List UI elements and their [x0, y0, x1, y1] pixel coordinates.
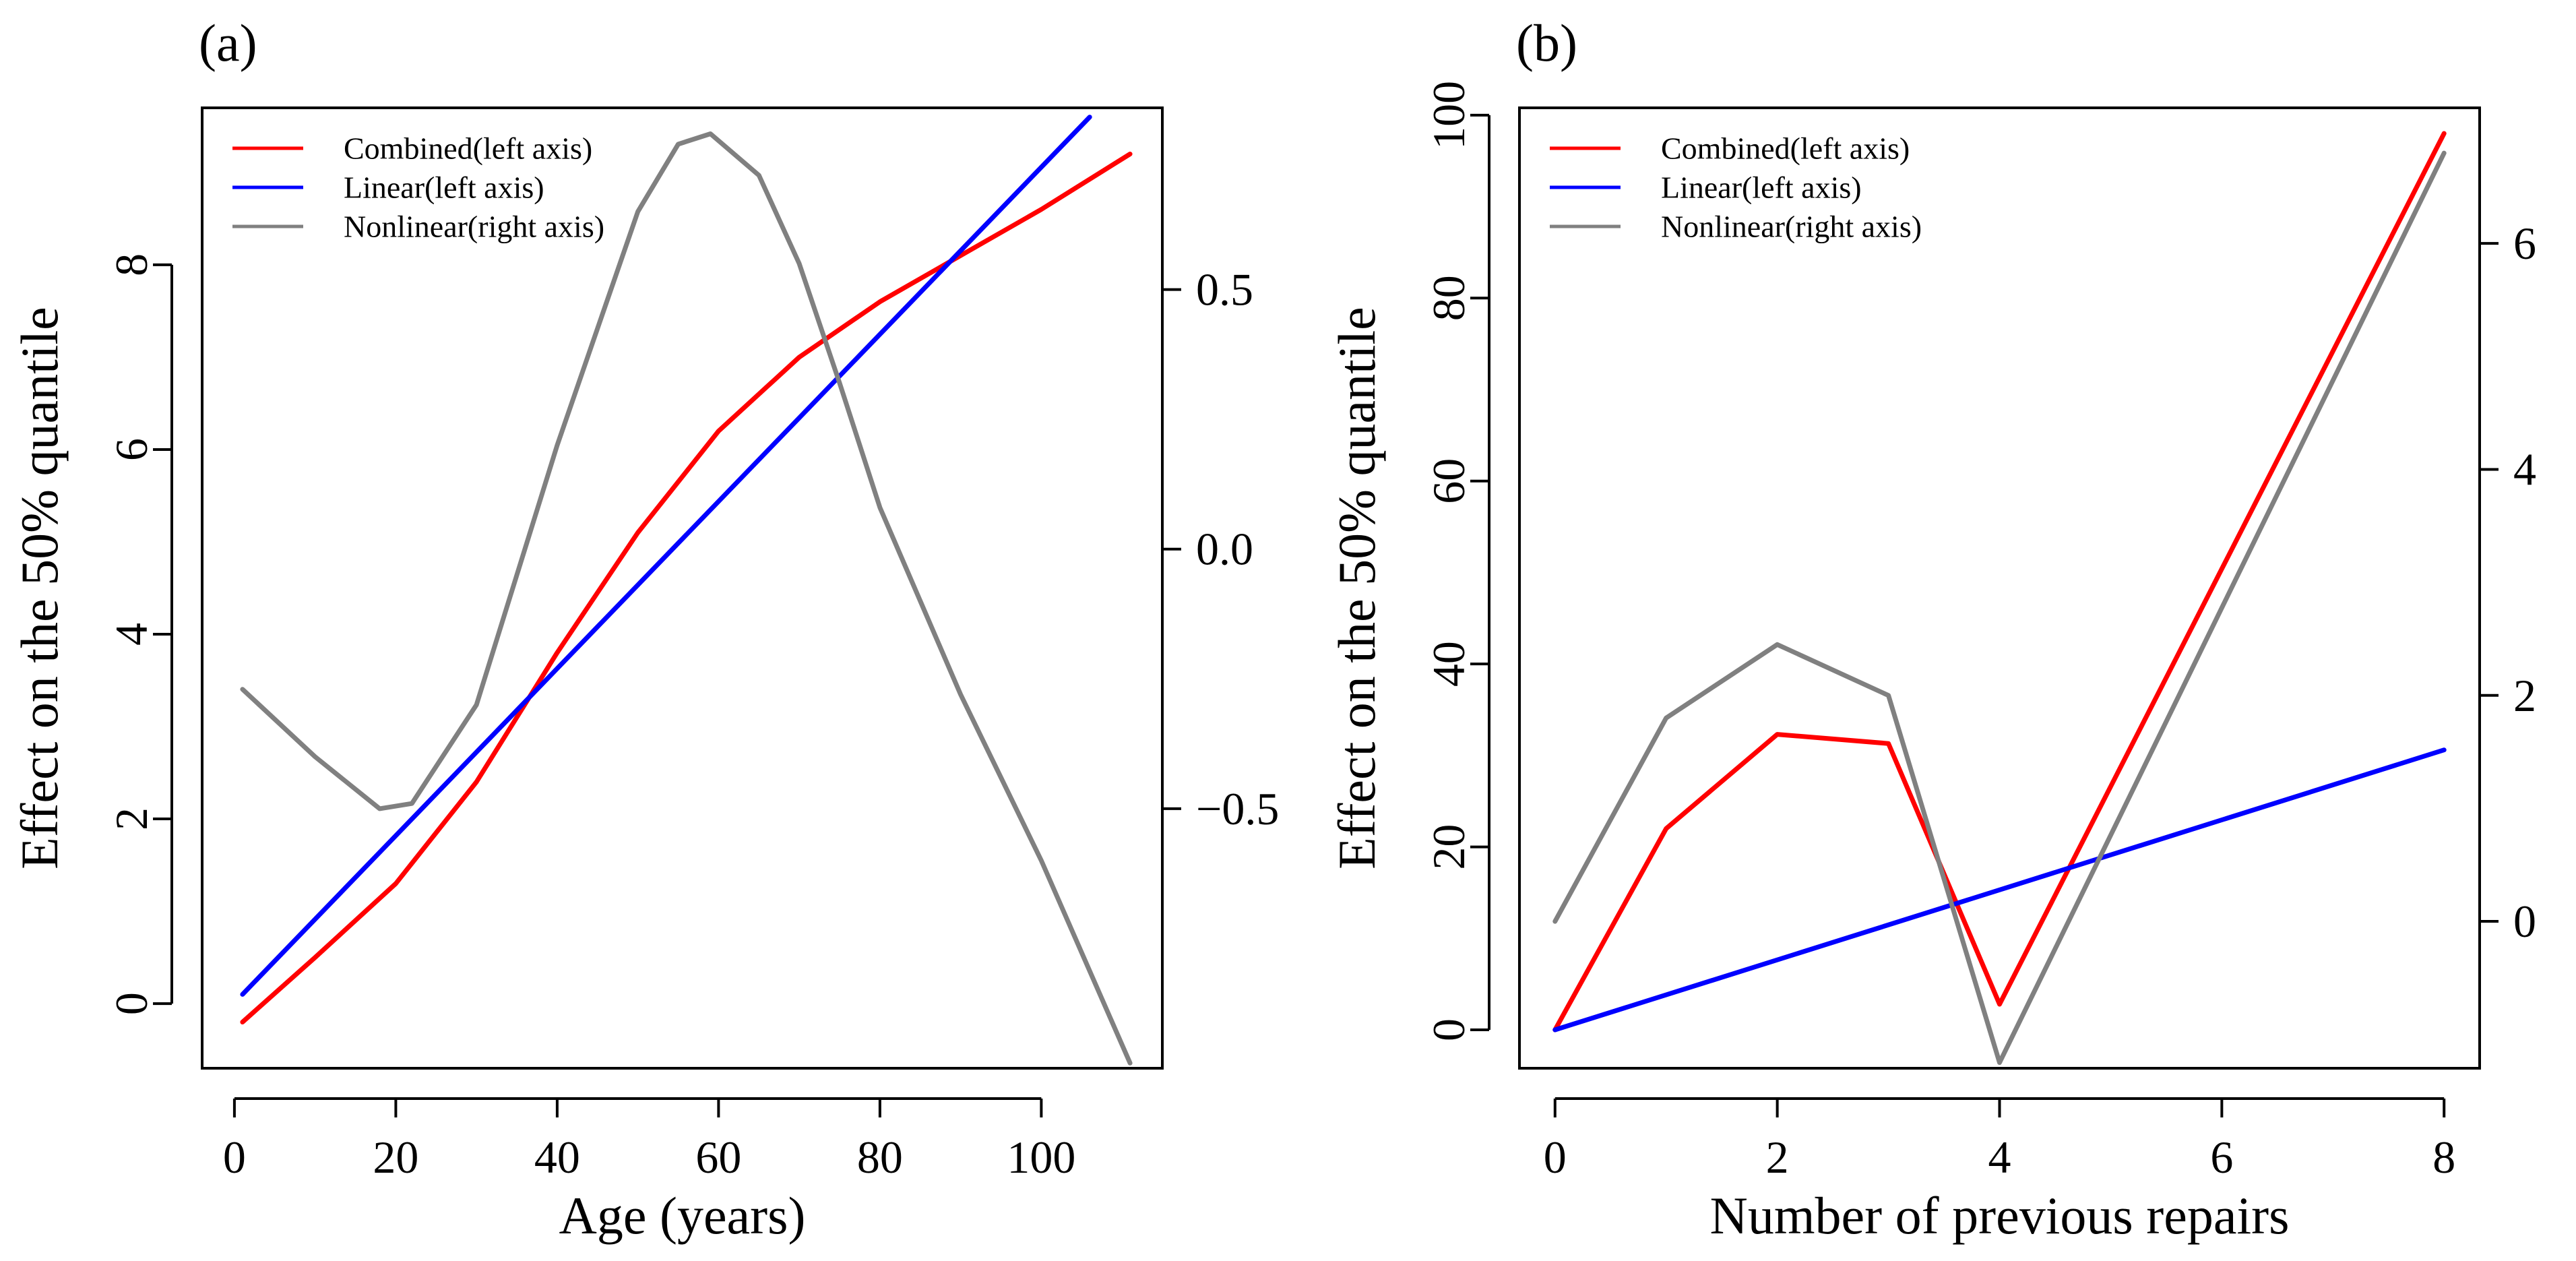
- x-tick-label: 0: [223, 1132, 246, 1183]
- combined-series-line: [1552, 131, 2447, 1033]
- x-tick-label: 100: [1007, 1132, 1075, 1183]
- y2-tick-label: 0: [2513, 896, 2536, 947]
- y-tick-label: 0: [1423, 1018, 1474, 1041]
- y2-tick-label: 2: [2513, 670, 2536, 721]
- x-tick-label: 60: [695, 1132, 741, 1183]
- y-tick-label: 4: [106, 623, 157, 646]
- panel-label: (a): [199, 13, 257, 72]
- x-tick-label: 40: [534, 1132, 580, 1183]
- y2-tick-label: 0.5: [1196, 264, 1253, 315]
- legend-label: Combined(left axis): [1661, 131, 1910, 166]
- combined-series-line: [240, 152, 1133, 1024]
- x-tick-label: 2: [1766, 1132, 1789, 1183]
- y-tick-label: 100: [1423, 81, 1474, 150]
- x-tick-label: 6: [2210, 1132, 2233, 1183]
- y-axis-title: Effect on the 50% quantile: [1327, 307, 1386, 869]
- y-tick-label: 0: [106, 992, 157, 1015]
- y2-tick-label: −0.5: [1196, 783, 1279, 834]
- y-tick-label: 6: [106, 438, 157, 461]
- legend-label: Linear(left axis): [1661, 171, 1862, 205]
- nonlinear-series-line: [1552, 150, 2447, 1066]
- x-tick-label: 8: [2432, 1132, 2455, 1183]
- y-tick-label: 2: [106, 807, 157, 830]
- x-tick-label: 0: [1544, 1132, 1567, 1183]
- legend-label: Linear(left axis): [344, 171, 544, 205]
- x-axis-title: Age (years): [559, 1186, 806, 1245]
- y-tick-label: 20: [1423, 824, 1474, 870]
- plot-frame: [201, 106, 1164, 1070]
- series-group: [1552, 131, 2447, 1066]
- x-tick-label: 20: [373, 1132, 418, 1183]
- x-tick-label: 80: [857, 1132, 903, 1183]
- y-tick-label: 80: [1423, 275, 1474, 321]
- x-tick-label: 4: [1988, 1132, 2011, 1183]
- y-tick-label: 60: [1423, 458, 1474, 504]
- legend-label: Nonlinear(right axis): [344, 210, 604, 244]
- linear-series-line: [240, 115, 1092, 997]
- plot-frame: [1518, 106, 2481, 1070]
- x-axis-title: Number of previous repairs: [1710, 1186, 2290, 1245]
- nonlinear-series-line: [240, 131, 1133, 1066]
- legend-label: Nonlinear(right axis): [1661, 210, 1922, 244]
- y-tick-label: 8: [106, 253, 157, 276]
- y-tick-label: 40: [1423, 641, 1474, 687]
- y2-tick-label: 4: [2513, 443, 2536, 495]
- y2-tick-label: 6: [2513, 218, 2536, 269]
- panel-a: 0 20 40 60 80 100 0 2 4 6 8 0.5 0.0 −0.5 Age (years) Ef…: [10, 13, 1279, 1245]
- y2-tick-label: 0.0: [1196, 524, 1253, 575]
- series-group: [240, 115, 1133, 1066]
- panel-label: (b): [1516, 13, 1577, 72]
- legend-label: Combined(left axis): [344, 131, 592, 166]
- linear-series-line: [1552, 747, 2447, 1033]
- y-axis-title: Effect on the 50% quantile: [10, 307, 69, 869]
